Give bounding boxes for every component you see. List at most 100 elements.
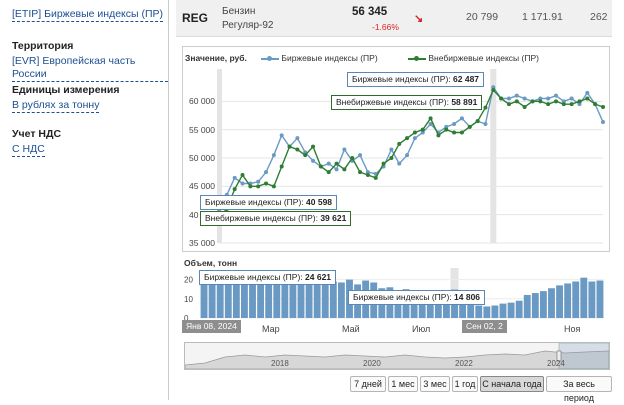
volume-bar	[483, 306, 491, 318]
data-point	[444, 124, 449, 129]
data-point	[577, 102, 582, 107]
volume-bar	[588, 281, 596, 318]
volume-bar	[580, 277, 588, 318]
legend-otc[interactable]: Внебиржевые индексы (ПР)	[408, 53, 539, 63]
y-tick: 35 000	[189, 238, 215, 248]
navigator-svg	[185, 343, 609, 369]
volume-bar	[499, 303, 507, 318]
month-tick: Июл	[412, 324, 431, 334]
data-point	[326, 170, 331, 175]
volume-bar	[596, 280, 604, 318]
units-link[interactable]: В рублях за тонну	[12, 99, 100, 113]
units-title: Единицы измерения	[12, 84, 120, 96]
y-tick: 60 000	[189, 96, 215, 107]
volume-bar	[273, 282, 281, 318]
volume-chart[interactable]: Объем, тонн 0 10 20 Биржевые индексы (ПР):…	[182, 258, 608, 338]
territory-link[interactable]: [EVR] Европейская часть России	[12, 55, 168, 82]
legend-otc-swatch	[408, 55, 426, 61]
y-tick: 50 000	[189, 153, 215, 163]
period-7d-button[interactable]: 7 дней	[350, 376, 386, 392]
data-point	[491, 85, 496, 90]
volume-bar	[249, 278, 256, 318]
data-point	[311, 158, 316, 163]
data-point	[412, 130, 417, 135]
count-value: 262	[590, 11, 608, 23]
product-name: Бензин	[222, 6, 256, 17]
period-ytd-button[interactable]: С начала года	[480, 376, 544, 392]
data-point	[264, 170, 269, 175]
volume-bar	[491, 305, 499, 318]
data-point	[256, 179, 261, 184]
volume-bar	[539, 291, 547, 318]
y-axis-label: Значение, руб.	[185, 53, 247, 63]
data-point	[483, 122, 488, 126]
period-all-button[interactable]: За весь период	[546, 376, 612, 403]
data-point	[530, 99, 535, 104]
price-change: -1.66%	[372, 22, 399, 32]
main-panel: REG Бензин Регуляр-92 56 345 -1.66% ↘ 20…	[176, 0, 624, 403]
instrument-row[interactable]: REG Бензин Регуляр-92 56 345 -1.66% ↘ 20…	[176, 0, 612, 37]
data-point	[342, 167, 347, 172]
vat-link[interactable]: С НДС	[12, 143, 45, 157]
data-point	[522, 105, 527, 109]
data-point	[561, 102, 566, 107]
volume-bar	[232, 277, 240, 318]
volume-bar	[289, 281, 297, 318]
data-point	[303, 153, 308, 158]
data-point	[318, 164, 323, 169]
tooltip-value: 40 598	[306, 197, 333, 207]
tooltip-label: Биржевые индексы (ПР):	[205, 197, 304, 207]
legend-otc-label: Внебиржевые индексы (ПР)	[428, 53, 539, 63]
data-point	[585, 90, 590, 95]
navigator-year: 2020	[363, 359, 381, 368]
product-grade: Регуляр-92	[222, 20, 274, 31]
volume-bar	[321, 280, 329, 318]
data-point	[397, 141, 402, 146]
data-point	[287, 144, 292, 149]
tooltip-exchange-start: Биржевые индексы (ПР): 40 598	[200, 195, 338, 210]
volume-bar	[265, 281, 273, 318]
data-point	[475, 119, 480, 124]
data-point	[506, 102, 511, 107]
volume-bar	[200, 270, 208, 318]
data-point	[389, 147, 394, 152]
volume-bar	[475, 305, 483, 318]
month-tick: Мар	[262, 324, 280, 334]
month-tick: Ноя	[564, 324, 581, 334]
tooltip-value: 62 487	[453, 74, 480, 84]
navigator-year: 2024	[547, 359, 565, 368]
volume-label: Объем, тонн	[184, 258, 238, 268]
volume-y-tick: 10	[184, 295, 193, 304]
data-point	[506, 96, 511, 101]
period-1m-button[interactable]: 1 мес	[388, 376, 418, 392]
data-point	[538, 96, 543, 101]
data-point	[593, 102, 598, 107]
data-point	[452, 130, 457, 135]
price-chart[interactable]: Значение, руб. Биржевые индексы (ПР) Вне…	[182, 46, 610, 252]
data-point	[405, 136, 410, 141]
symbol-code: REG	[182, 11, 209, 25]
price-chart-svg[interactable]	[183, 47, 609, 251]
data-point	[334, 167, 339, 172]
period-1y-button[interactable]: 1 год	[452, 376, 478, 392]
data-point	[271, 153, 276, 158]
data-point	[514, 99, 519, 104]
y-tick: 55 000	[189, 124, 215, 135]
data-point	[240, 181, 245, 186]
data-point	[397, 161, 402, 166]
index-type-link[interactable]: [ETIP] Биржевые индексы (ПР)	[12, 8, 164, 22]
data-point	[569, 96, 574, 101]
period-3m-button[interactable]: 3 мес	[420, 376, 450, 392]
data-point	[499, 96, 504, 101]
y-tick: 45 000	[189, 181, 215, 192]
data-point	[514, 93, 519, 98]
data-point	[452, 122, 457, 126]
range-navigator[interactable]: 2018 2020 2022 2024	[184, 342, 610, 370]
data-point	[365, 170, 370, 175]
legend-exchange[interactable]: Биржевые индексы (ПР)	[261, 53, 378, 63]
volume-bar	[224, 280, 232, 318]
down-arrow-icon: ↘	[414, 13, 424, 25]
data-point	[601, 120, 605, 125]
tooltip-label: Внебиржевые индексы (ПР):	[205, 213, 318, 223]
territory-title: Территория	[12, 40, 74, 52]
